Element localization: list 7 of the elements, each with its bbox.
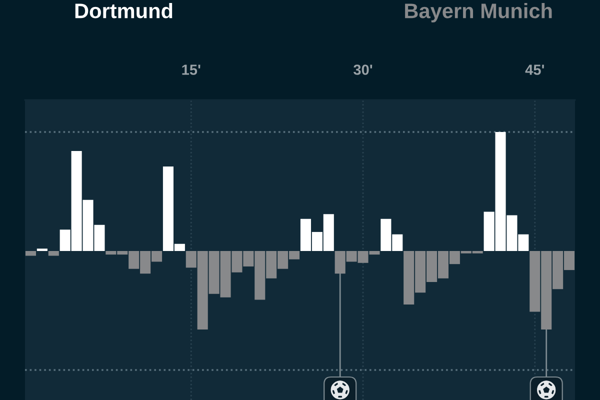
x-tick-label: 45': [525, 64, 544, 75]
text: Dortmund: [75, 3, 172, 18]
bar: [25, 251, 36, 256]
text: Bayern Munich: [405, 3, 552, 22]
x-tick-label: 30': [354, 64, 372, 75]
bar: [48, 251, 59, 256]
x-tick-label: 15': [182, 64, 200, 75]
